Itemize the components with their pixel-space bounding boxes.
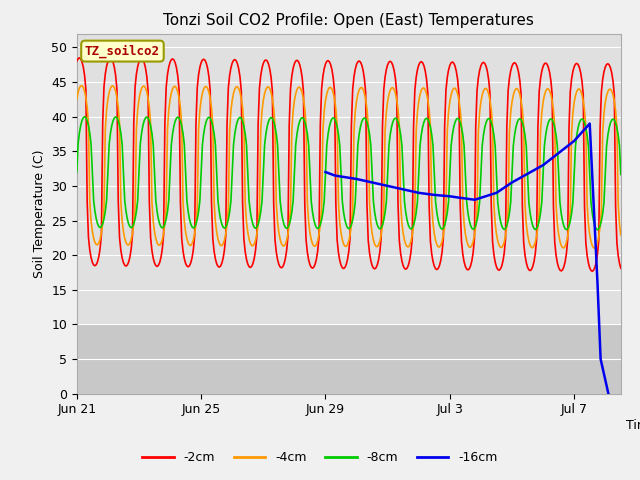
Text: Time: Time: [626, 419, 640, 432]
Title: Tonzi Soil CO2 Profile: Open (East) Temperatures: Tonzi Soil CO2 Profile: Open (East) Temp…: [163, 13, 534, 28]
Bar: [77, 324, 621, 394]
Bar: [77, 34, 621, 324]
Text: TZ_soilco2: TZ_soilco2: [85, 44, 160, 58]
Y-axis label: Soil Temperature (C): Soil Temperature (C): [33, 149, 45, 278]
Legend: -2cm, -4cm, -8cm, -16cm: -2cm, -4cm, -8cm, -16cm: [138, 446, 502, 469]
